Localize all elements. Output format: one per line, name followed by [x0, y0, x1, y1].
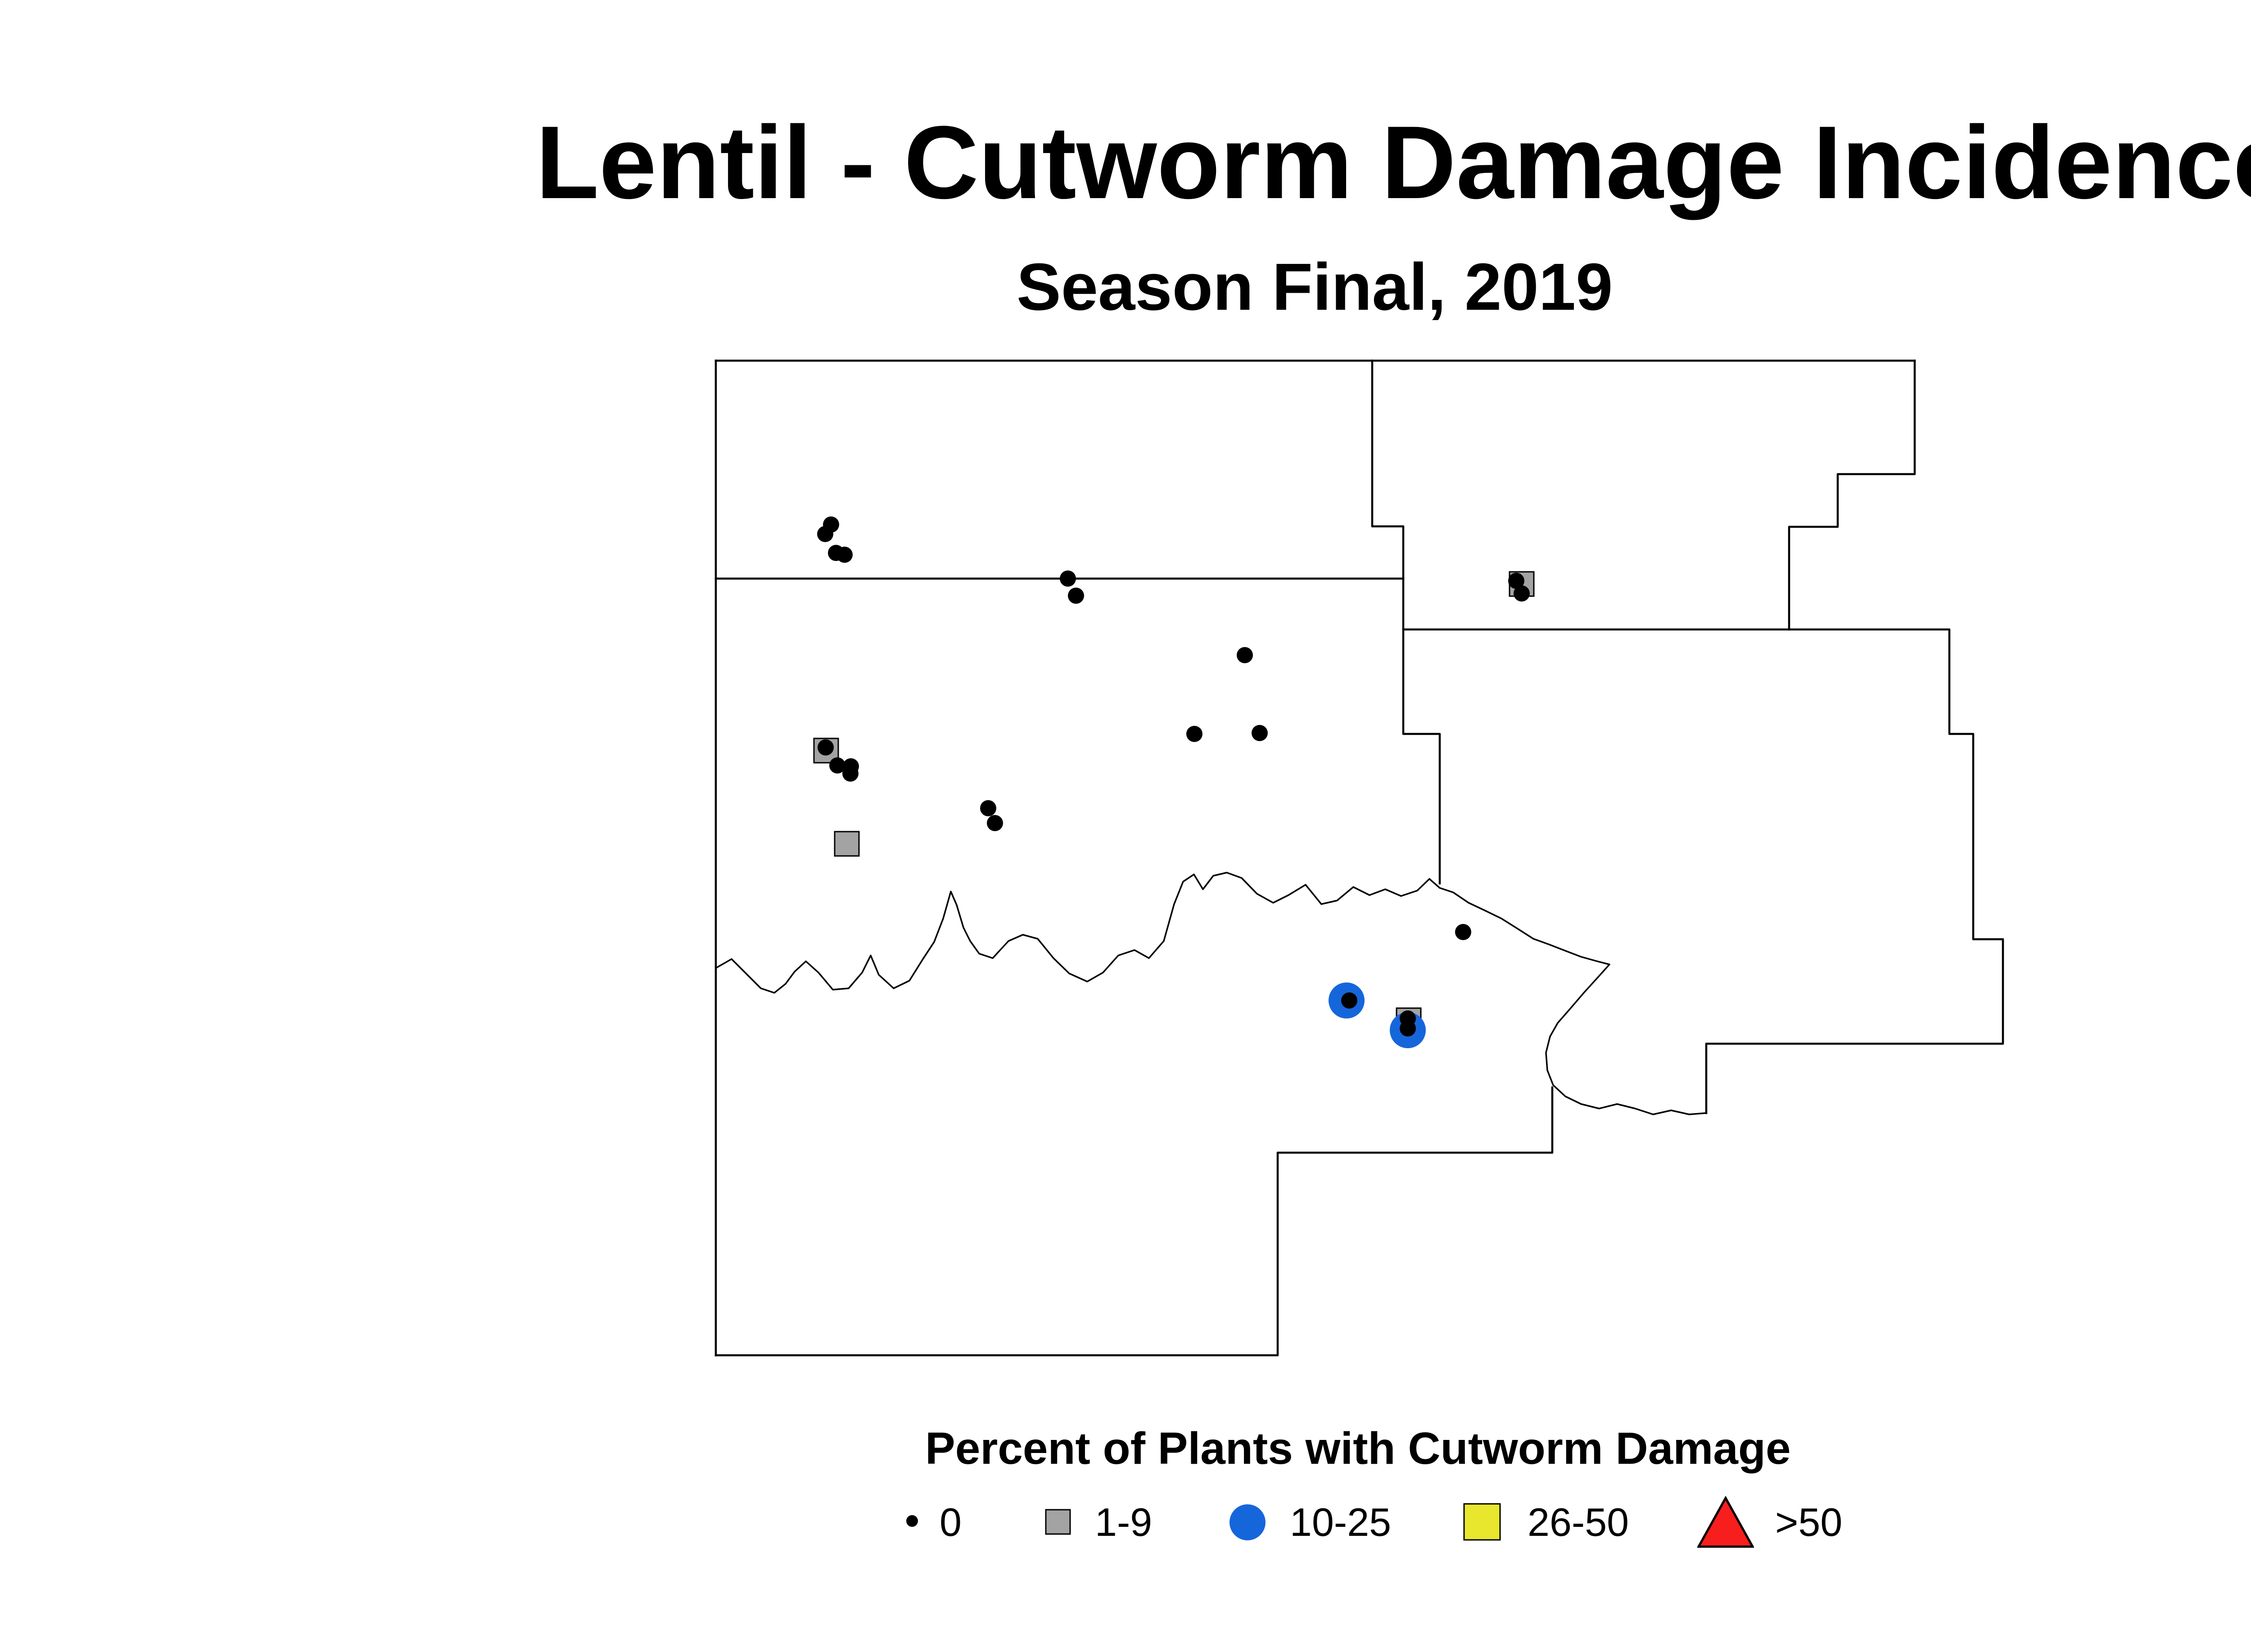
- legend-marker-10-25-circle-icon: [1229, 1504, 1266, 1540]
- legend-marker-1-9-square-icon: [1045, 1509, 1071, 1535]
- damage-point-0-dot: [817, 526, 833, 542]
- damage-point-0-dot: [1514, 585, 1530, 602]
- data-points-group: [813, 516, 1535, 1048]
- legend-label-1-9: 1-9: [1095, 1500, 1153, 1544]
- damage-point-0-dot: [1186, 726, 1202, 742]
- damage-point-0-dot: [1060, 570, 1076, 587]
- east-county-outline: [1402, 628, 2004, 1114]
- southwest-county-outline: [714, 1086, 1554, 1357]
- damage-point-0-dot: [1508, 573, 1524, 589]
- page-title: Lentil - Cutworm Damage Incidence: [536, 104, 2251, 220]
- legend-marker-0-dot-icon: [906, 1515, 918, 1527]
- damage-point-0-dot: [980, 800, 996, 816]
- damage-point-0-dot: [1252, 725, 1268, 741]
- damage-point-0-dot: [836, 547, 853, 563]
- legend-label-26-50: 26-50: [1528, 1500, 1629, 1544]
- damage-point-0-dot: [987, 815, 1003, 831]
- legend-marker-gt50-triangle-icon: [1697, 1495, 1754, 1548]
- damage-point-0-dot: [829, 757, 845, 774]
- damage-point-0-dot: [1341, 992, 1357, 1009]
- damage-point-0-dot: [1455, 924, 1471, 940]
- damage-point-0-dot: [818, 739, 834, 756]
- damage-point-1-9-square: [834, 831, 860, 857]
- legend-label-0: 0: [940, 1500, 962, 1544]
- legend-title: Percent of Plants with Cutworm Damage: [925, 1423, 1791, 1474]
- page-subtitle: Season Final, 2019: [1017, 250, 1613, 324]
- river-boundary: [715, 872, 1707, 1115]
- damage-point-0-dot: [1068, 588, 1084, 604]
- legend-marker-26-50-square-icon: [1463, 1503, 1501, 1541]
- damage-point-0-dot: [1237, 647, 1253, 663]
- county-boundaries-group: [714, 359, 2004, 1357]
- northeast-county-steps: [1788, 359, 1916, 631]
- legend-label-10-25: 10-25: [1290, 1500, 1392, 1544]
- central-divider: [1371, 359, 1441, 885]
- damage-point-0-dot: [842, 765, 859, 782]
- legend-label-gt50: >50: [1775, 1500, 1843, 1544]
- damage-point-0-dot: [1400, 1020, 1416, 1036]
